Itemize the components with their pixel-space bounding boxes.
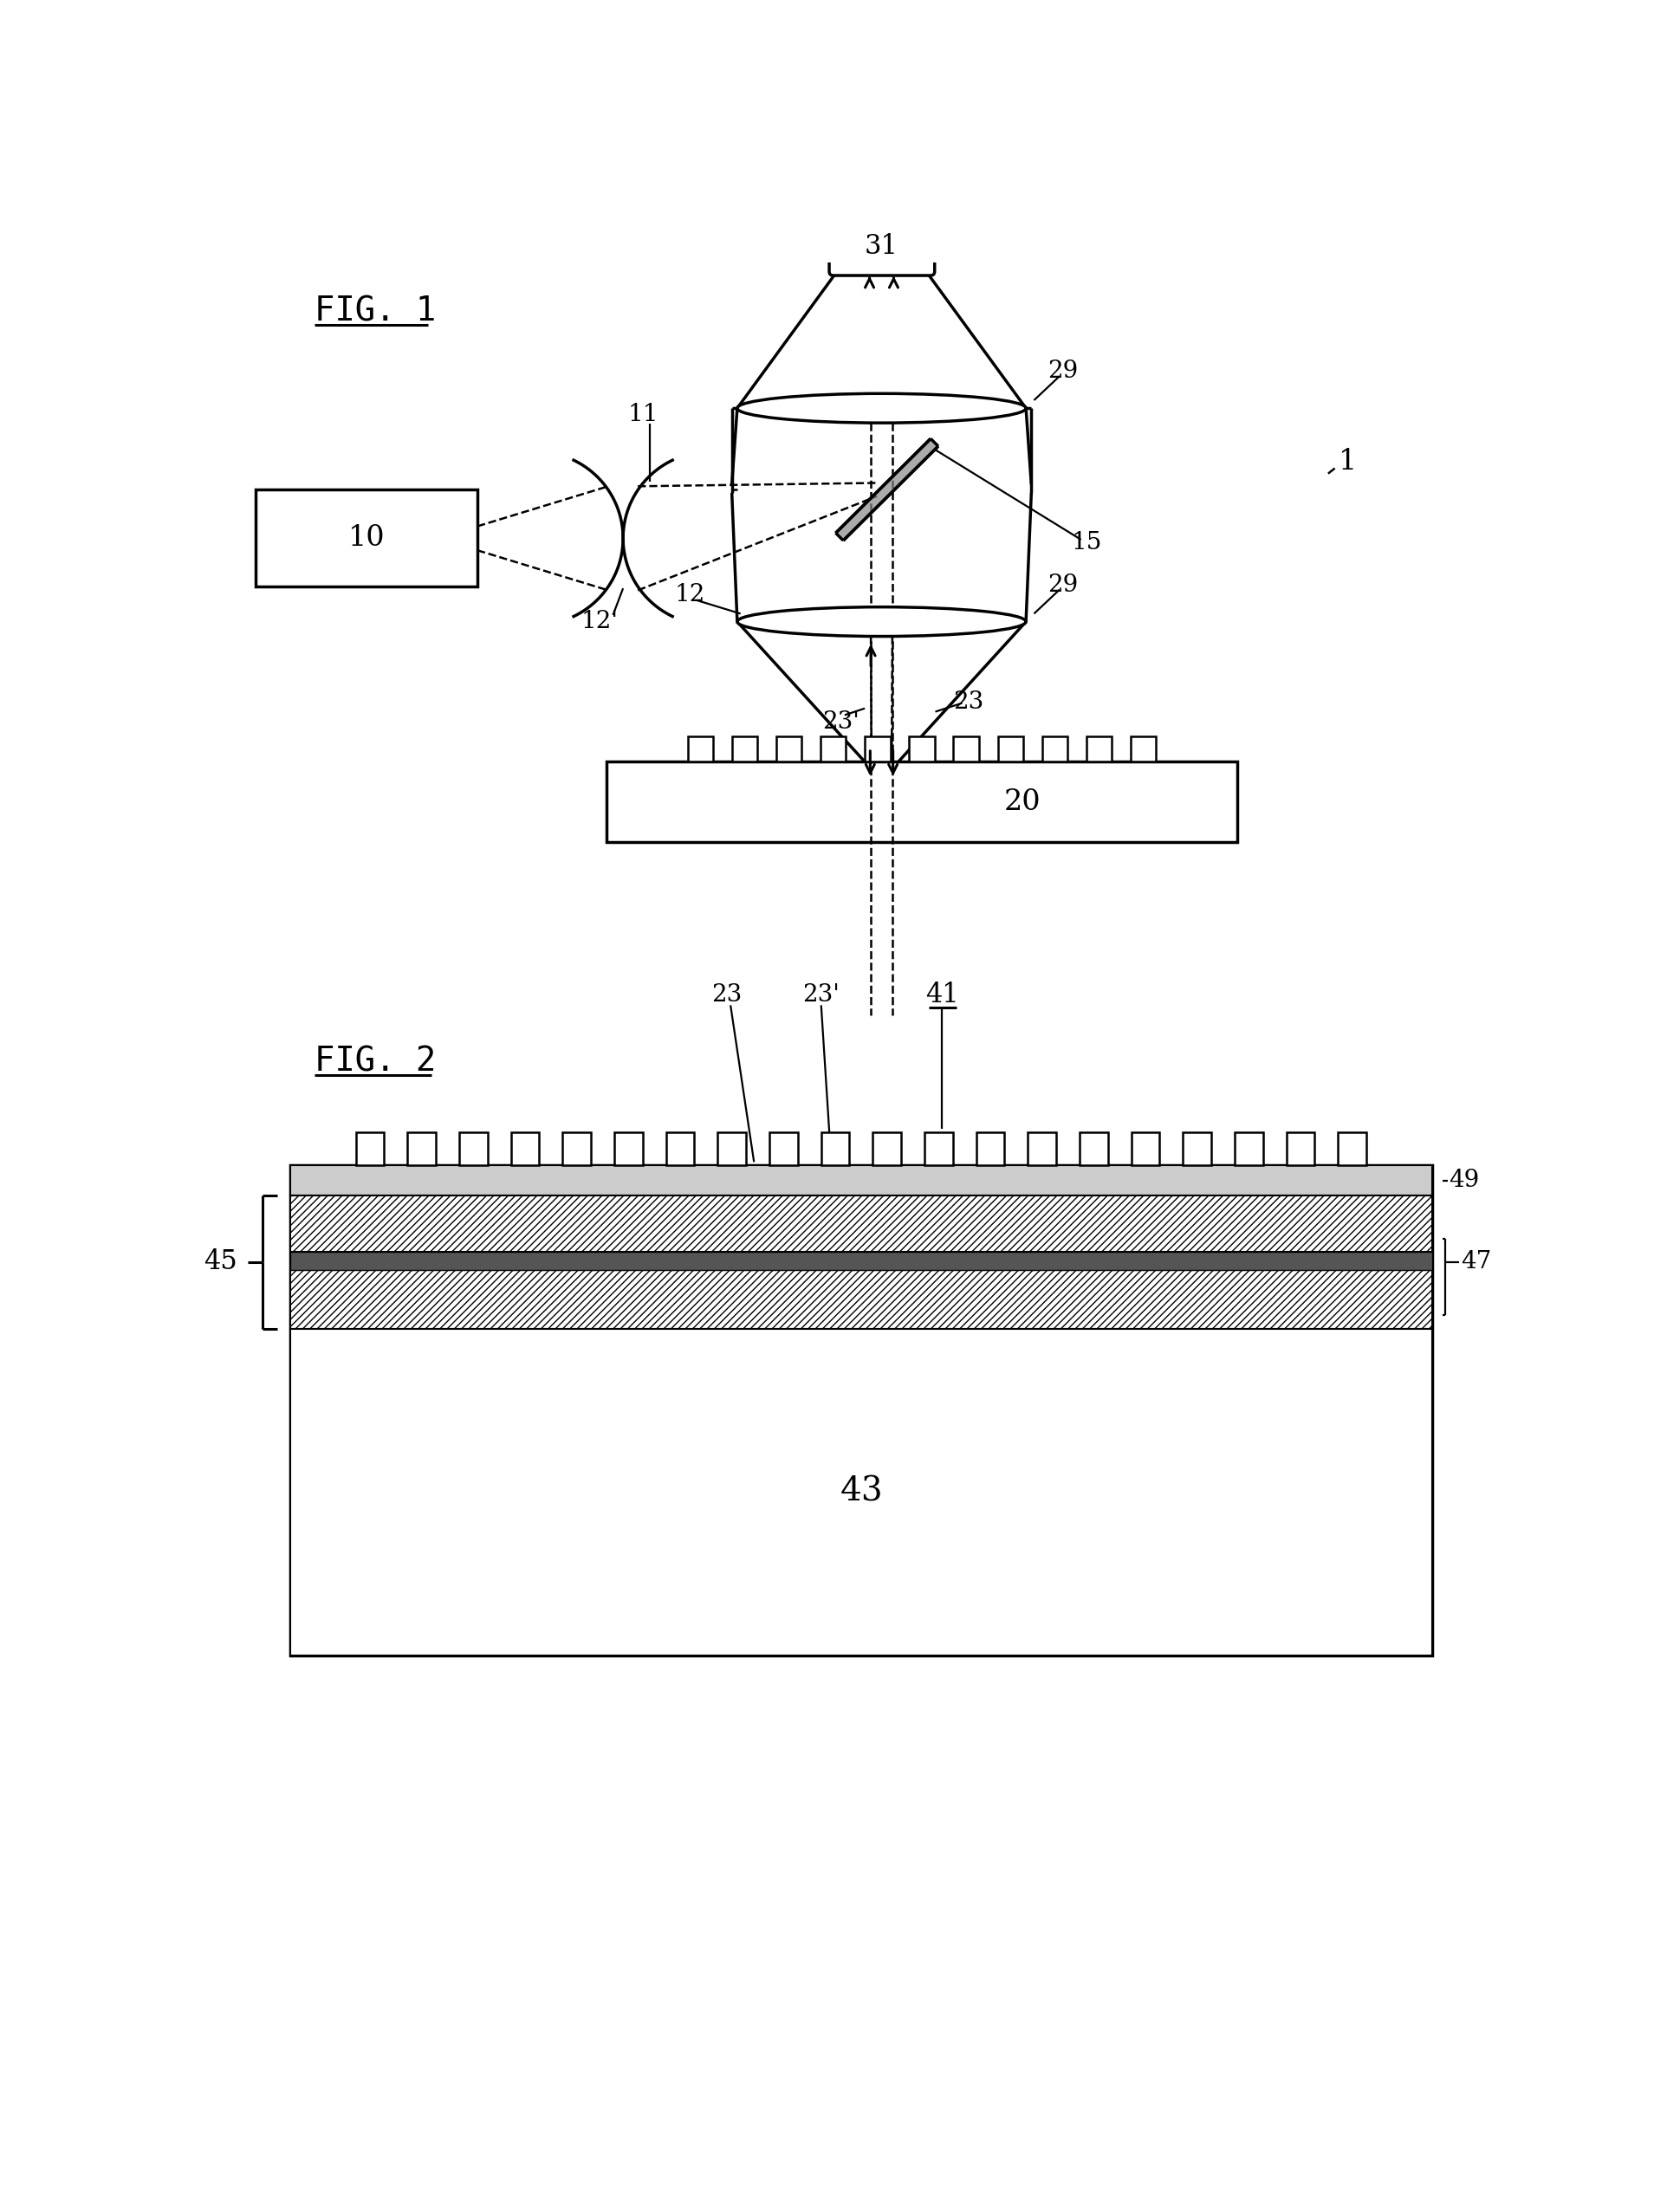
Bar (665, 1132, 694, 1165)
Text: 43: 43 (840, 1476, 882, 1509)
Bar (769, 1132, 798, 1165)
Text: 23': 23' (822, 710, 860, 734)
Text: 49: 49 (1448, 1169, 1478, 1191)
Bar (1285, 1132, 1314, 1165)
Bar (1079, 1132, 1107, 1165)
Bar (606, 762, 1236, 841)
Text: 23: 23 (712, 983, 743, 1007)
Bar (820, 736, 845, 762)
Bar (776, 736, 801, 762)
Bar (976, 1132, 1005, 1165)
Bar (1235, 1132, 1262, 1165)
Text: 12': 12' (581, 611, 618, 633)
Bar (717, 1132, 746, 1165)
Text: 12: 12 (675, 583, 706, 607)
Polygon shape (835, 438, 937, 541)
Bar (613, 1132, 642, 1165)
Text: 23: 23 (953, 690, 984, 714)
Bar (998, 736, 1023, 762)
Bar (909, 736, 934, 762)
Bar (1042, 736, 1067, 762)
Bar (407, 1132, 435, 1165)
Bar (291, 1165, 1431, 1656)
Bar (255, 491, 477, 587)
Bar (1028, 1132, 1055, 1165)
Bar (291, 1165, 1431, 1196)
Text: 23': 23' (801, 983, 840, 1007)
Bar (1131, 1132, 1159, 1165)
Text: 31: 31 (864, 234, 899, 261)
Text: 10: 10 (348, 523, 385, 552)
Bar (1131, 736, 1156, 762)
Bar (291, 1253, 1431, 1270)
Bar (872, 1132, 900, 1165)
Bar (953, 736, 978, 762)
Text: 15: 15 (1070, 532, 1100, 554)
Bar (924, 1132, 953, 1165)
Text: FIG. 1: FIG. 1 (314, 296, 435, 328)
Ellipse shape (738, 607, 1025, 637)
Text: 41: 41 (924, 981, 958, 1010)
Bar (291, 1196, 1431, 1253)
FancyBboxPatch shape (828, 217, 934, 276)
Text: 1: 1 (1337, 447, 1356, 475)
Bar (291, 1329, 1431, 1656)
Bar (1183, 1132, 1211, 1165)
Bar (731, 736, 758, 762)
Bar (511, 1132, 539, 1165)
Bar (459, 1132, 487, 1165)
Bar (822, 1132, 848, 1165)
Text: 20: 20 (1003, 788, 1040, 815)
Text: 29: 29 (1047, 359, 1077, 383)
Text: 29: 29 (1047, 574, 1077, 596)
Text: 47: 47 (1460, 1250, 1490, 1275)
Text: 11: 11 (628, 403, 659, 427)
Bar (1337, 1132, 1366, 1165)
Text: 45: 45 (203, 1248, 237, 1275)
Bar (864, 736, 890, 762)
Ellipse shape (738, 394, 1025, 423)
Bar (291, 1270, 1431, 1329)
Bar (356, 1132, 383, 1165)
Bar (687, 736, 712, 762)
Bar (1085, 736, 1112, 762)
Text: FIG. 2: FIG. 2 (314, 1045, 435, 1077)
Bar (563, 1132, 591, 1165)
